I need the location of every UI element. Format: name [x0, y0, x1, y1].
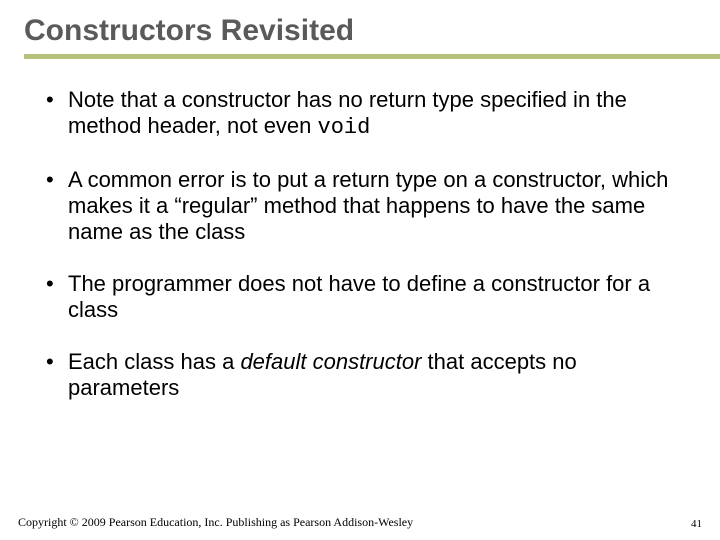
title-region: Constructors Revisited — [0, 0, 720, 59]
code-text: void — [318, 115, 371, 140]
bullet-item: The programmer does not have to define a… — [40, 271, 680, 323]
bullet-text: A common error is to put a return type o… — [68, 167, 668, 244]
page-number: 41 — [691, 518, 702, 530]
bullet-text: The programmer does not have to define a… — [68, 271, 650, 322]
footer: Copyright © 2009 Pearson Education, Inc.… — [18, 515, 702, 530]
copyright-text: Copyright © 2009 Pearson Education, Inc.… — [18, 515, 413, 530]
bullet-item: Each class has a default constructor tha… — [40, 349, 680, 401]
slide-title: Constructors Revisited — [24, 14, 720, 48]
bullet-item: A common error is to put a return type o… — [40, 167, 680, 245]
bullet-text: Each class has a — [68, 349, 240, 374]
bullet-item: Note that a constructor has no return ty… — [40, 87, 680, 141]
italic-text: default constructor — [240, 349, 421, 374]
bullet-list: Note that a constructor has no return ty… — [40, 87, 680, 401]
content-region: Note that a constructor has no return ty… — [0, 59, 720, 401]
